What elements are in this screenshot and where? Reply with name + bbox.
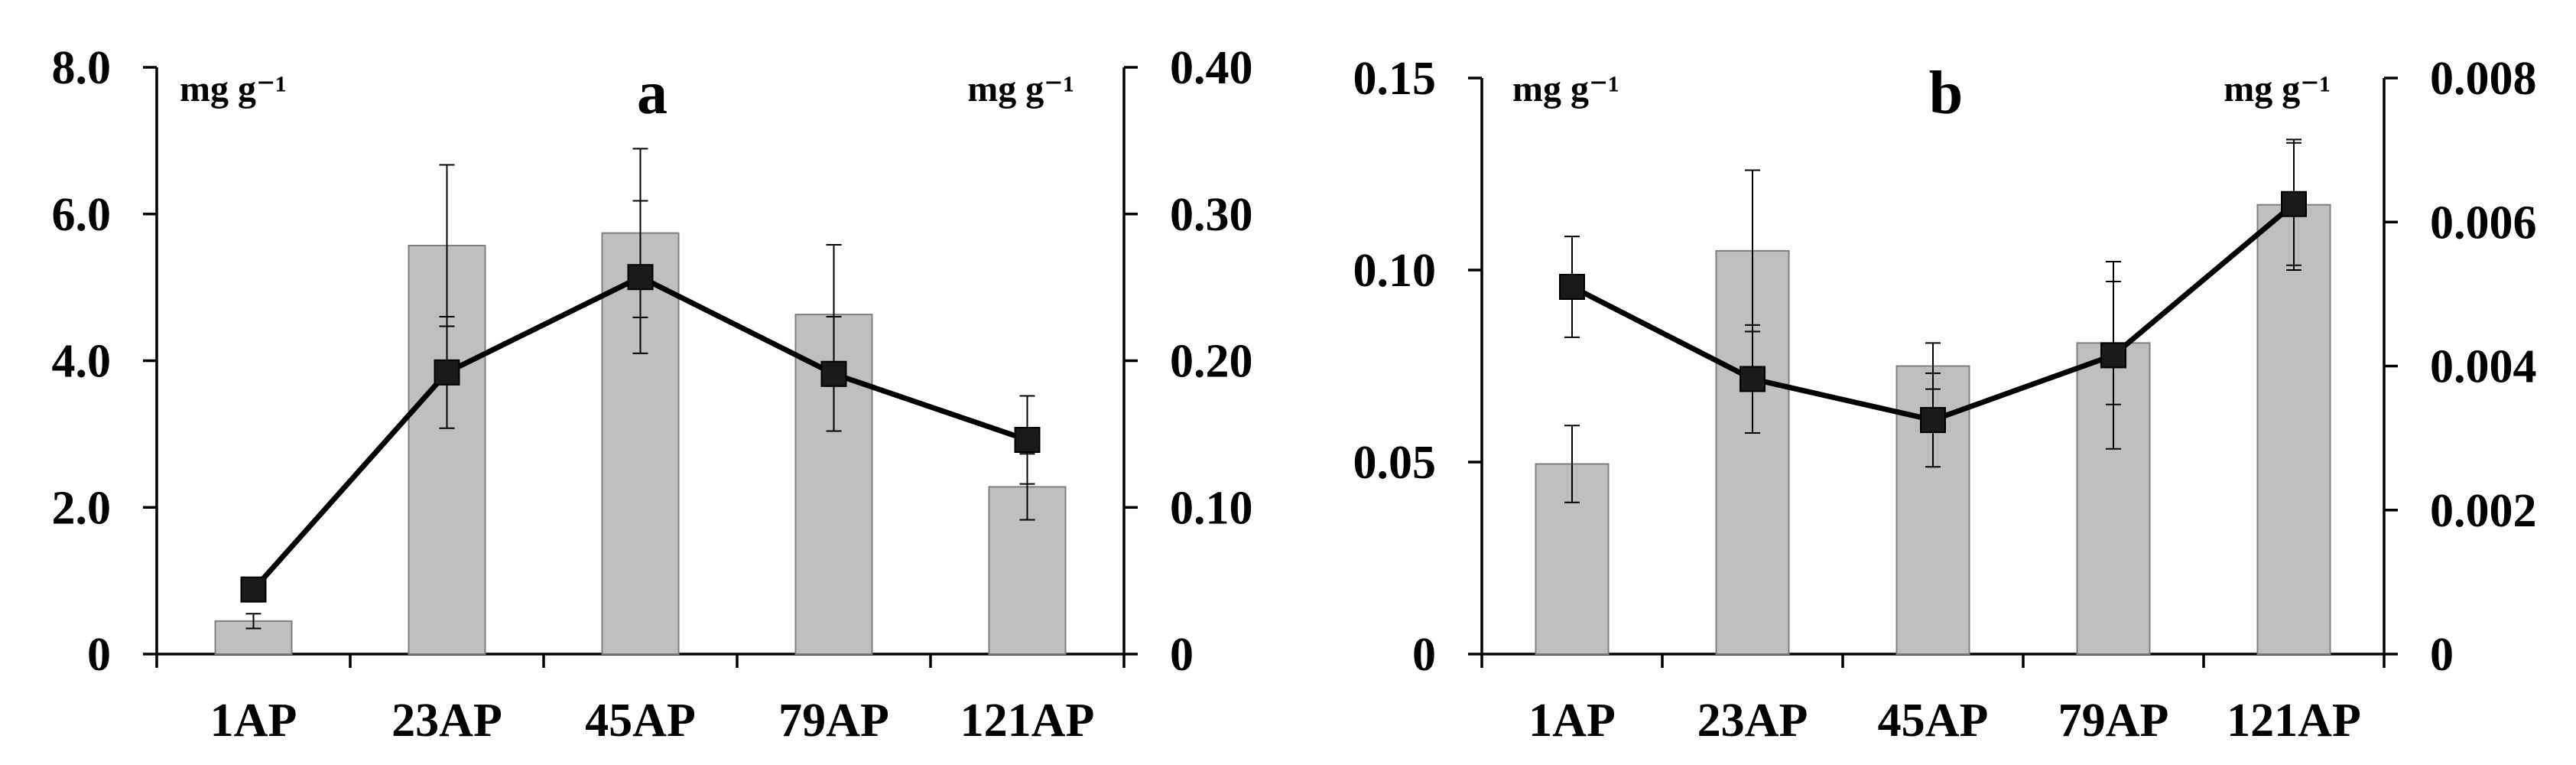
panel-title: b	[1929, 60, 1964, 127]
x-tick-label: 23AP	[391, 695, 502, 747]
line-point-marker	[434, 359, 460, 386]
right-tick-label: 0.40	[1170, 42, 1253, 94]
x-tick-label: 23AP	[1697, 695, 1808, 747]
right-tick-label: 0.20	[1170, 336, 1253, 388]
x-tick-label: 79AP	[2058, 695, 2169, 747]
right-tick-label: 0.10	[1170, 482, 1253, 534]
line-point-marker	[627, 264, 654, 291]
line-point-marker	[1920, 407, 1946, 434]
left-unit-label: mg g⁻¹	[1512, 69, 1619, 109]
panel-title: a	[637, 60, 668, 127]
left-tick-label: 0.05	[1353, 437, 1437, 489]
bar	[2256, 203, 2331, 656]
left-tick-label: 4.0	[52, 336, 112, 388]
x-tick-label: 121AP	[960, 695, 1095, 747]
line-point-marker	[1740, 366, 1766, 392]
x-tick-label: 121AP	[2227, 695, 2361, 747]
right-tick-label: 0	[2430, 629, 2454, 681]
x-tick-label: 79AP	[778, 695, 889, 747]
chart-panel-a: 0 2.0 4.0 6.0 8.0 0 0.10 0.20 0.30 0.40 1AP 23AP 45A…	[52, 42, 1253, 747]
left-tick-label: 0.10	[1353, 245, 1437, 297]
right-unit-label: mg g⁻¹	[2224, 69, 2331, 109]
line-point-marker	[820, 360, 847, 387]
line-point-marker	[2100, 342, 2126, 369]
line-point-marker	[1014, 427, 1041, 454]
left-tick-label: 0	[87, 629, 111, 681]
right-tick-label: 0.004	[2430, 341, 2537, 393]
left-tick-label: 8.0	[52, 42, 112, 94]
x-tick-label: 1AP	[210, 695, 297, 747]
line-point-marker	[240, 576, 267, 603]
line-point-marker	[2281, 190, 2307, 217]
x-tick-label: 45AP	[585, 695, 696, 747]
right-tick-label: 0	[1170, 629, 1194, 681]
right-tick-label: 0.006	[2430, 197, 2537, 249]
right-unit-label: mg g⁻¹	[967, 69, 1074, 109]
x-tick-label: 1AP	[1528, 695, 1616, 747]
right-tick-label: 0.002	[2430, 485, 2537, 537]
chart-panel-b: 0 0.05 0.10 0.15 0 0.002 0.004 0.006 0.008 1AP 23A…	[1353, 53, 2537, 747]
bar-error-bar	[245, 613, 261, 630]
left-unit-label: mg g⁻¹	[180, 69, 287, 109]
bar-error-bar	[1564, 425, 1580, 503]
right-tick-label: 0.008	[2430, 53, 2537, 105]
line-point-marker	[1559, 273, 1585, 300]
left-tick-label: 0	[1412, 629, 1436, 681]
left-tick-label: 0.15	[1353, 53, 1437, 105]
left-tick-label: 2.0	[52, 482, 112, 534]
x-tick-label: 45AP	[1878, 695, 1989, 747]
left-tick-label: 6.0	[52, 189, 112, 241]
right-tick-label: 0.30	[1170, 189, 1253, 241]
